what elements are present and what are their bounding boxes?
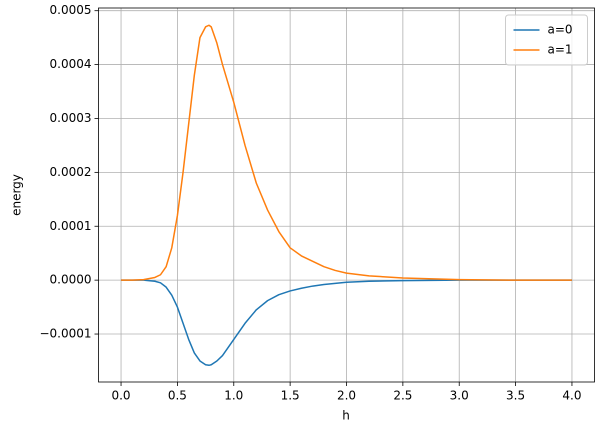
y-tick-label: −0.0001 xyxy=(39,327,91,341)
legend-label: a=1 xyxy=(548,43,573,57)
y-tick-label: 0.0004 xyxy=(50,57,92,71)
legend-box xyxy=(505,14,588,66)
x-tick-label: 0.0 xyxy=(111,389,130,403)
series-line xyxy=(121,279,572,367)
legend-label: a=0 xyxy=(548,23,573,37)
x-tick-label: 0.5 xyxy=(168,389,187,403)
x-axis-label: h xyxy=(342,409,350,423)
y-tick-label: 0.0000 xyxy=(50,273,92,287)
x-tick-label: 4.0 xyxy=(562,389,581,403)
y-axis-label: energy xyxy=(10,174,24,216)
x-tick-label: 3.0 xyxy=(450,389,469,403)
y-tick-label: 0.0001 xyxy=(50,219,92,233)
x-tick-label: 1.5 xyxy=(281,389,300,403)
y-tick-label: 0.0003 xyxy=(50,111,92,125)
plot-frame xyxy=(98,7,595,383)
series-line xyxy=(121,24,572,281)
x-tick-label: 2.0 xyxy=(337,389,356,403)
x-tick-label: 1.0 xyxy=(224,389,243,403)
y-tick-label: 0.0002 xyxy=(50,165,92,179)
y-tick-label: 0.0005 xyxy=(50,3,92,17)
x-tick-label: 3.5 xyxy=(506,389,525,403)
x-tick-label: 2.5 xyxy=(393,389,412,403)
